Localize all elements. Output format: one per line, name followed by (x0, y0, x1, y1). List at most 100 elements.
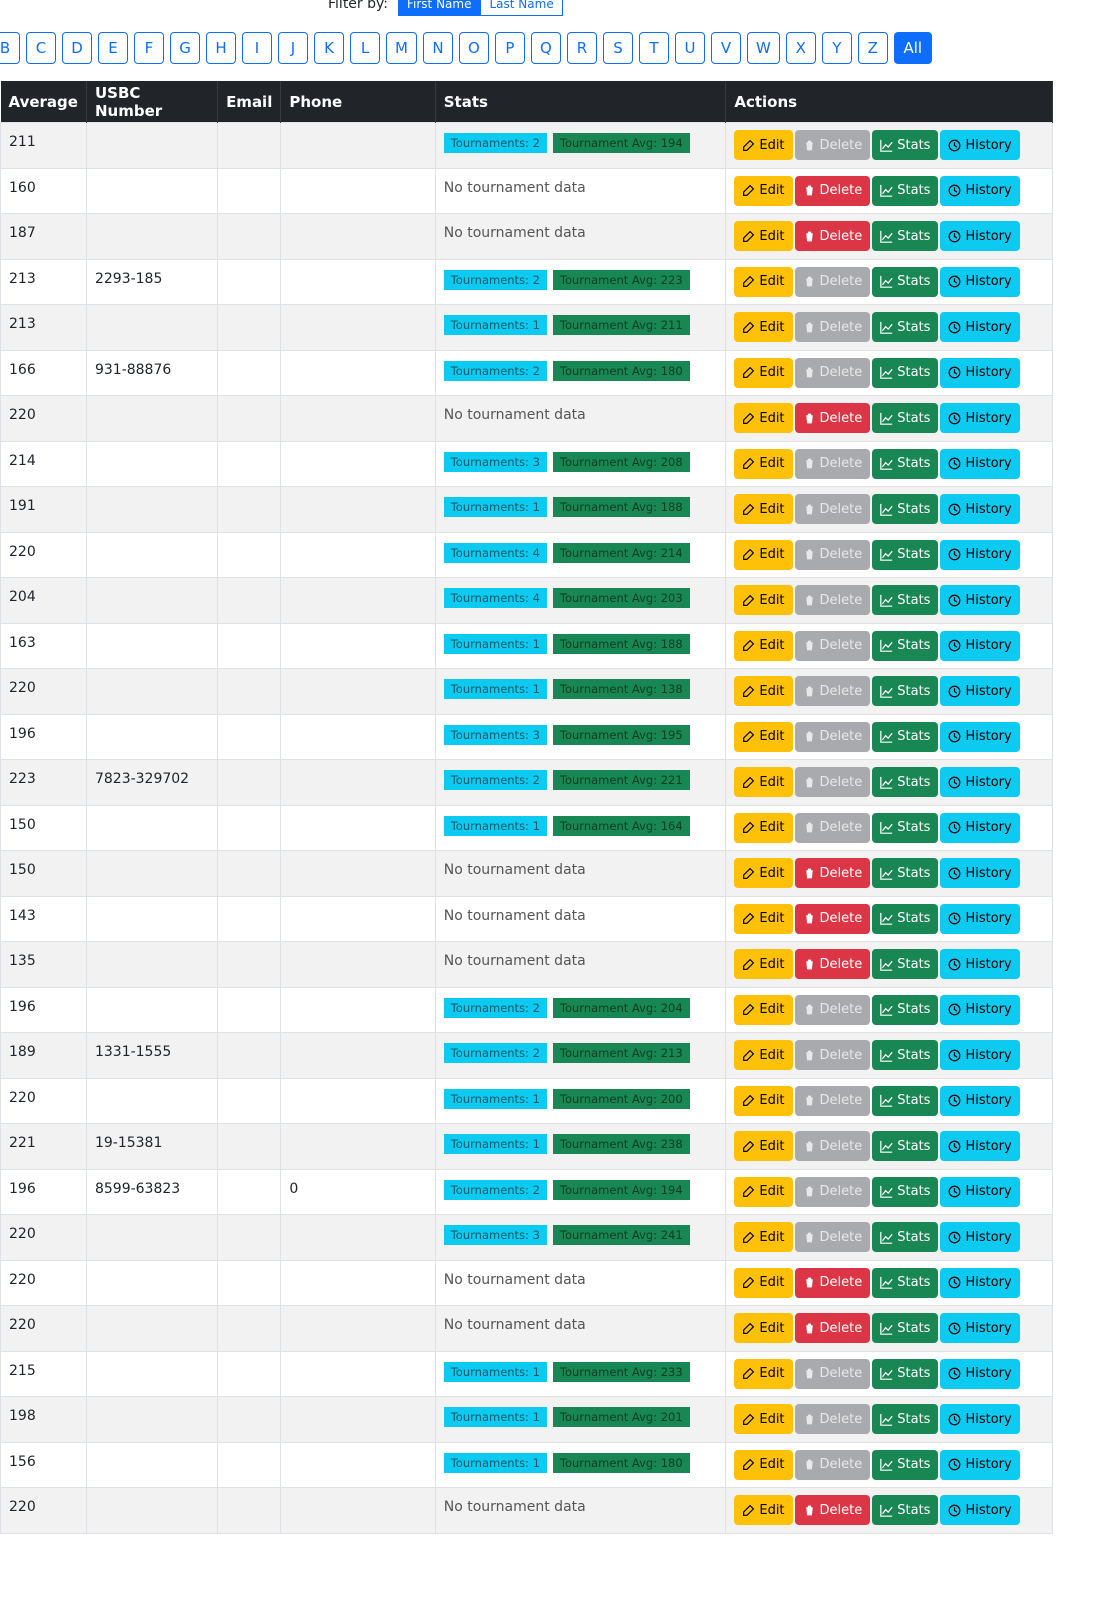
edit-button[interactable]: Edit (734, 585, 793, 615)
letter-button[interactable]: X (785, 32, 816, 64)
edit-button[interactable]: Edit (734, 1176, 793, 1207)
stat-button[interactable]: Stats (872, 903, 939, 934)
edit-button[interactable]: Edit (734, 403, 793, 433)
stat-button[interactable]: Stats (872, 448, 939, 479)
stat-button[interactable]: Stats (872, 1313, 939, 1343)
stat-button[interactable]: Stats (872, 676, 939, 706)
hist-button[interactable]: History (940, 1358, 1020, 1389)
edit-button[interactable]: Edit (734, 130, 793, 160)
letter-button[interactable]: V (710, 32, 741, 64)
hist-button[interactable]: History (940, 403, 1020, 433)
hist-button[interactable]: History (940, 767, 1020, 797)
edit-button[interactable]: Edit (734, 494, 793, 524)
hist-button[interactable]: History (940, 630, 1020, 661)
hist-button[interactable]: History (940, 903, 1020, 934)
filter-option[interactable]: First Name (398, 0, 481, 16)
edit-button[interactable]: Edit (734, 1131, 793, 1161)
edit-button[interactable]: Edit (734, 721, 793, 752)
del-button[interactable]: Delete (794, 1495, 871, 1525)
stat-button[interactable]: Stats (872, 221, 939, 251)
del-button[interactable]: Delete (794, 175, 871, 206)
del-button[interactable]: Delete (794, 858, 871, 888)
edit-button[interactable]: Edit (734, 858, 793, 888)
letter-button[interactable]: Z (857, 32, 888, 64)
stat-button[interactable]: Stats (872, 1085, 939, 1116)
edit-button[interactable]: Edit (734, 266, 793, 297)
stat-button[interactable]: Stats (872, 1267, 939, 1298)
edit-button[interactable]: Edit (734, 1040, 793, 1070)
stat-button[interactable]: Stats (872, 1404, 939, 1434)
edit-button[interactable]: Edit (734, 630, 793, 661)
stat-button[interactable]: Stats (872, 539, 939, 570)
stat-button[interactable]: Stats (872, 721, 939, 752)
stat-button[interactable]: Stats (872, 357, 939, 388)
letter-button[interactable]: L (350, 32, 380, 64)
letter-button[interactable]: C (26, 32, 56, 64)
hist-button[interactable]: History (940, 1495, 1020, 1525)
letter-button[interactable]: I (242, 32, 272, 64)
hist-button[interactable]: History (940, 1085, 1020, 1116)
edit-button[interactable]: Edit (734, 676, 793, 706)
letter-button[interactable]: B (0, 32, 20, 64)
letter-button[interactable]: K (314, 32, 344, 64)
stat-button[interactable]: Stats (872, 630, 939, 661)
hist-button[interactable]: History (940, 539, 1020, 570)
del-button[interactable]: Delete (794, 903, 871, 934)
stat-button[interactable]: Stats (872, 266, 939, 297)
letter-button[interactable]: Q (530, 32, 561, 64)
hist-button[interactable]: History (940, 357, 1020, 388)
stat-button[interactable]: Stats (872, 858, 939, 888)
hist-button[interactable]: History (940, 130, 1020, 160)
letter-button[interactable]: N (422, 32, 453, 64)
edit-button[interactable]: Edit (734, 949, 793, 979)
stat-button[interactable]: Stats (872, 949, 939, 979)
letter-button[interactable]: O (458, 32, 489, 64)
hist-button[interactable]: History (940, 494, 1020, 524)
letter-button[interactable]: D (62, 32, 92, 64)
stat-button[interactable]: Stats (872, 1358, 939, 1389)
letter-button[interactable]: U (674, 32, 705, 64)
hist-button[interactable]: History (940, 1176, 1020, 1207)
del-button[interactable]: Delete (794, 221, 871, 251)
stat-button[interactable]: Stats (872, 1222, 939, 1252)
edit-button[interactable]: Edit (734, 812, 793, 843)
stat-button[interactable]: Stats (872, 130, 939, 160)
hist-button[interactable]: History (940, 1313, 1020, 1343)
letter-button[interactable]: S (602, 32, 633, 64)
del-button[interactable]: Delete (794, 1313, 871, 1343)
stat-button[interactable]: Stats (872, 812, 939, 843)
hist-button[interactable]: History (940, 448, 1020, 479)
hist-button[interactable]: History (940, 1449, 1020, 1480)
edit-button[interactable]: Edit (734, 903, 793, 934)
letter-button[interactable]: Y (821, 32, 852, 64)
edit-button[interactable]: Edit (734, 221, 793, 251)
hist-button[interactable]: History (940, 312, 1020, 342)
hist-button[interactable]: History (940, 812, 1020, 843)
stat-button[interactable]: Stats (872, 1131, 939, 1161)
stat-button[interactable]: Stats (872, 1040, 939, 1070)
stat-button[interactable]: Stats (872, 994, 939, 1025)
edit-button[interactable]: Edit (734, 994, 793, 1025)
edit-button[interactable]: Edit (734, 1085, 793, 1116)
hist-button[interactable]: History (940, 1131, 1020, 1161)
filter-option[interactable]: Last Name (480, 0, 563, 16)
letter-button[interactable]: W (746, 32, 780, 64)
stat-button[interactable]: Stats (872, 403, 939, 433)
hist-button[interactable]: History (940, 1267, 1020, 1298)
hist-button[interactable]: History (940, 266, 1020, 297)
stat-button[interactable]: Stats (872, 767, 939, 797)
stat-button[interactable]: Stats (872, 1495, 939, 1525)
edit-button[interactable]: Edit (734, 1449, 793, 1480)
edit-button[interactable]: Edit (734, 1222, 793, 1252)
edit-button[interactable]: Edit (734, 1267, 793, 1298)
del-button[interactable]: Delete (794, 949, 871, 979)
stat-button[interactable]: Stats (872, 1176, 939, 1207)
letter-button[interactable]: F (134, 32, 164, 64)
letter-button[interactable]: G (170, 32, 200, 64)
hist-button[interactable]: History (940, 949, 1020, 979)
hist-button[interactable]: History (940, 994, 1020, 1025)
letter-button[interactable]: J (278, 32, 308, 64)
hist-button[interactable]: History (940, 1404, 1020, 1434)
hist-button[interactable]: History (940, 175, 1020, 206)
edit-button[interactable]: Edit (734, 357, 793, 388)
